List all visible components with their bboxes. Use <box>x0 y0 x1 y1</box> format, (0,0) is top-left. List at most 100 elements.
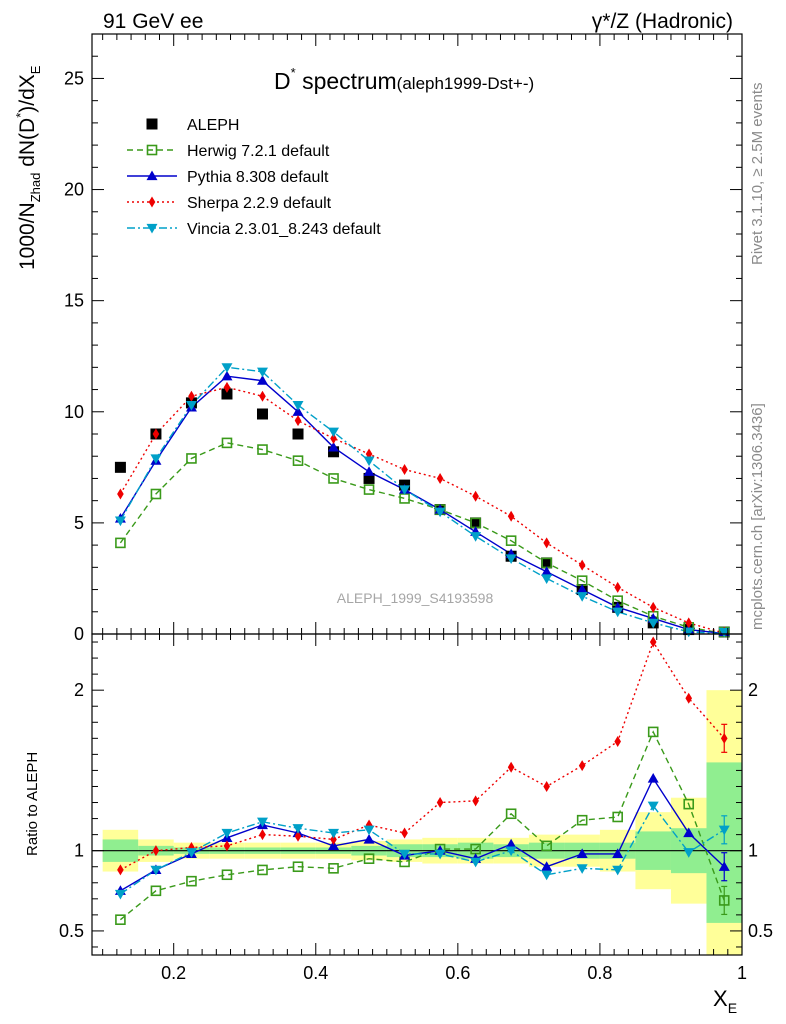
ratio-data-point <box>221 828 233 839</box>
main-data-point <box>256 408 268 420</box>
ratio-data-point <box>292 861 304 873</box>
main-data-point <box>185 400 197 411</box>
main-data-point <box>576 592 588 602</box>
main-data-point <box>292 406 304 416</box>
ratio-data-point <box>683 848 695 858</box>
mcplots-label: mcplots.cern.ch [arXiv:1306.3436] <box>749 403 766 630</box>
main-data-point <box>328 446 340 458</box>
main-data-point <box>221 388 233 400</box>
legend-marker <box>148 196 156 208</box>
main-data-point <box>328 473 339 484</box>
main-data-point <box>363 472 375 484</box>
main-data-point <box>256 367 268 378</box>
main-data-point <box>434 507 446 518</box>
main-data-point <box>576 584 588 594</box>
main-data-point <box>470 532 482 542</box>
main-series-line <box>119 375 725 635</box>
ratio-data-point <box>221 869 233 881</box>
main-data-point <box>117 488 124 500</box>
ratio-data-point <box>330 833 337 845</box>
ratio-data-point <box>185 848 197 858</box>
ratio-data-point <box>259 829 266 841</box>
ratio-series-line <box>119 730 725 921</box>
main-data-point <box>647 618 659 629</box>
header-left: 91 GeV ee <box>103 10 203 33</box>
main-data-point <box>505 535 517 546</box>
ratio-data-point <box>223 840 231 852</box>
x-tick-label: 0.6 <box>445 963 470 983</box>
ratio-series-line <box>120 804 725 895</box>
ratio-series-line <box>120 777 725 892</box>
y-tick-label: 0 <box>74 624 84 644</box>
ratio-data-point <box>256 817 268 828</box>
y-tick-label: 5 <box>74 513 84 533</box>
ratio-data-point <box>541 840 552 852</box>
ratio-data-point <box>647 726 659 738</box>
ratio-data-point <box>117 864 124 876</box>
main-data-point <box>292 400 304 411</box>
legend-label: Vincia 2.3.01_8.243 default <box>187 221 381 238</box>
legend: ALEPH Herwig 7.2.1 default Pythia 8.308 de… <box>127 117 381 238</box>
ratio-data-point <box>683 798 695 810</box>
legend-marker <box>146 223 158 234</box>
ratio-data-point <box>363 825 375 836</box>
chart-title: D* spectrum(aleph1999-Dst+-) <box>274 65 534 94</box>
ratio-data-point <box>612 811 623 823</box>
main-data-point <box>505 554 517 564</box>
main-data-point <box>330 432 337 444</box>
ratio-data-point <box>115 914 126 925</box>
ratio-plot-frame <box>91 633 743 956</box>
ratio-data-point <box>472 795 479 807</box>
ratio-data-point <box>647 772 659 783</box>
ratio-data-point <box>541 861 553 871</box>
ratio-data-point <box>578 760 586 772</box>
y-tick-label: 25 <box>64 68 84 88</box>
main-data-point <box>436 472 444 484</box>
legend-marker <box>146 170 158 181</box>
ratio-y-tick-label-right: 1 <box>748 841 758 861</box>
main-data-point <box>186 453 197 464</box>
main-data-point <box>114 461 126 473</box>
main-data-point <box>188 390 195 402</box>
main-data-point <box>543 537 550 549</box>
ratio-markers <box>114 636 730 925</box>
x-tick-label: 0.4 <box>303 963 328 983</box>
main-data-point <box>685 617 693 629</box>
main-y-axis-label: 1000/NZhad dN(D*)/dXE <box>13 65 43 270</box>
main-series-line <box>119 442 725 635</box>
main-data-point <box>150 488 162 500</box>
legend-label: Sherpa 2.2.9 default <box>187 195 332 212</box>
ratio-data-point <box>114 889 126 900</box>
ratio-data-point <box>292 824 304 834</box>
y-tick-label: 20 <box>64 180 84 200</box>
main-data-point <box>221 363 233 373</box>
main-data-point <box>150 454 162 464</box>
ratio-data-point <box>683 827 695 838</box>
main-data-point <box>507 510 515 522</box>
x-tick-label: 1 <box>737 963 747 983</box>
ratio-data-point <box>543 780 550 792</box>
y-tick-label: 15 <box>64 291 84 311</box>
ratio-data-point <box>576 814 588 826</box>
ratio-y-tick-label-right: 2 <box>748 680 758 700</box>
ratio-y-tick-label: 1 <box>74 841 84 861</box>
main-data-point <box>541 566 553 576</box>
main-data-point <box>363 456 375 467</box>
ratio-data-point <box>328 863 339 874</box>
ratio-data-point <box>505 808 517 820</box>
ratio-data-point <box>401 827 408 839</box>
main-data-point <box>328 427 340 438</box>
main-data-point <box>683 627 695 638</box>
main-data-point <box>470 517 482 529</box>
x-axis-label: XE <box>713 986 737 1016</box>
ratio-y-tick-label: 0.5 <box>59 921 84 941</box>
ratio-data-point <box>505 838 517 849</box>
main-data-point <box>328 441 340 452</box>
ratio-data-point <box>152 845 160 857</box>
main-data-point <box>257 444 268 455</box>
legend-label: Herwig 7.2.1 default <box>187 143 330 160</box>
main-data-point <box>152 428 160 440</box>
ratio-data-point <box>150 885 162 897</box>
